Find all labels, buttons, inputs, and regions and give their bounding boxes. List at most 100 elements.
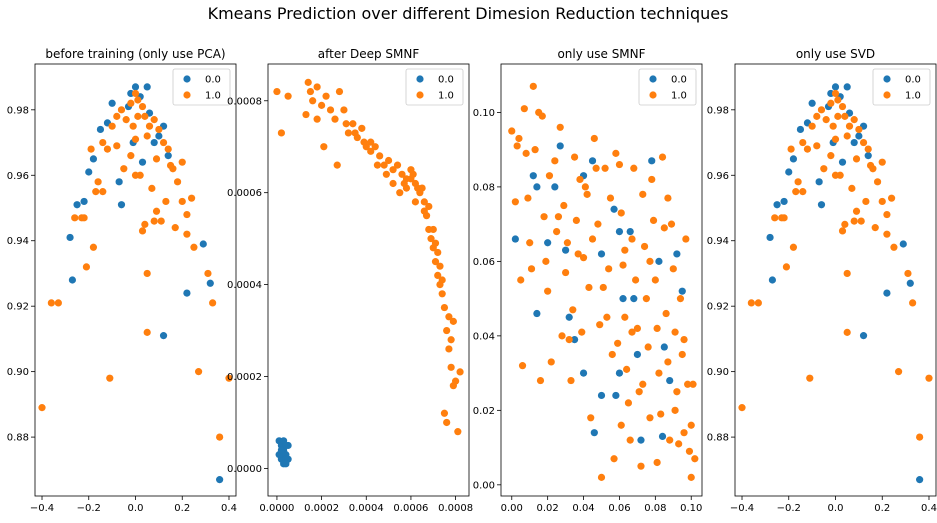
data-point: [675, 440, 683, 448]
data-point: [808, 99, 816, 107]
data-point: [204, 269, 212, 278]
series-svd-0.0: [766, 83, 924, 484]
x-tick-label: 0.0008: [438, 503, 473, 514]
data-point: [660, 224, 668, 232]
data-point: [190, 243, 198, 251]
data-point: [113, 142, 121, 150]
data-point: [843, 83, 851, 91]
series-smnf-1.0: [508, 82, 699, 481]
data-point: [122, 116, 130, 124]
data-point: [585, 283, 593, 292]
data-point: [206, 279, 214, 287]
data-point: [342, 120, 350, 128]
legend-marker: [883, 91, 891, 99]
data-point: [536, 376, 545, 385]
data-point: [533, 309, 541, 318]
y-tick-label: 0.0002: [227, 372, 262, 383]
legend-label: 1.0: [671, 91, 687, 102]
data-point: [570, 153, 579, 161]
y-tick-label: 0.06: [473, 257, 495, 268]
data-point: [838, 158, 847, 166]
data-point: [817, 106, 826, 114]
data-point: [143, 328, 151, 336]
data-point: [831, 171, 840, 179]
data-point: [822, 116, 830, 124]
data-point: [579, 369, 588, 377]
data-point: [533, 183, 541, 191]
data-point: [864, 152, 872, 160]
data-point: [596, 321, 604, 329]
data-point: [834, 112, 842, 120]
data-point: [358, 124, 366, 132]
data-point: [183, 230, 191, 238]
data-point: [878, 197, 886, 206]
data-point: [667, 220, 676, 228]
data-point: [138, 102, 147, 111]
data-point: [859, 332, 868, 340]
data-point: [529, 82, 537, 90]
series-svd-1.0: [738, 89, 933, 441]
y-tick-label: 0.00: [473, 480, 495, 491]
data-point: [178, 197, 186, 206]
data-point: [349, 120, 357, 128]
data-point: [529, 172, 537, 180]
data-point: [843, 132, 851, 140]
data-point: [754, 299, 762, 307]
data-point: [780, 214, 788, 222]
data-point: [623, 365, 631, 373]
data-point: [164, 152, 172, 160]
data-point: [393, 161, 402, 169]
data-point: [120, 165, 128, 173]
data-point: [817, 201, 826, 209]
data-point: [320, 143, 328, 151]
data-point: [344, 129, 352, 137]
data-point: [789, 243, 798, 251]
data-point: [389, 179, 397, 188]
data-point: [513, 142, 521, 150]
legend-marker: [649, 91, 657, 99]
x-tick-label: 0.0006: [393, 503, 428, 514]
data-point: [615, 160, 624, 169]
data-point: [440, 303, 449, 312]
data-point: [827, 152, 835, 160]
data-point: [117, 106, 126, 114]
data-point: [187, 194, 196, 202]
data-point: [883, 210, 891, 219]
y-tick-label: 0.0004: [227, 280, 262, 291]
data-point: [376, 152, 384, 160]
data-point: [150, 116, 158, 124]
data-point: [99, 188, 107, 196]
data-point: [508, 127, 516, 135]
data-point: [890, 243, 898, 251]
data-point: [80, 214, 88, 222]
data-point: [183, 289, 191, 297]
data-point: [447, 336, 455, 344]
data-point: [538, 112, 546, 120]
data-point: [831, 83, 840, 91]
data-point: [420, 198, 428, 206]
data-point: [617, 421, 625, 429]
data-point: [527, 265, 536, 273]
data-point: [606, 194, 615, 202]
data-point: [99, 138, 107, 147]
data-point: [326, 106, 335, 114]
data-point: [773, 201, 781, 209]
data-point: [141, 220, 149, 228]
data-point: [145, 122, 154, 130]
data-point: [449, 317, 457, 325]
data-point: [304, 78, 312, 86]
data-point: [553, 227, 561, 236]
data-point: [87, 145, 95, 153]
data-point: [845, 122, 854, 130]
y-tick-label: 0.92: [7, 302, 29, 313]
y-tick-label: 0.08: [473, 182, 495, 193]
data-point: [838, 227, 847, 235]
data-point: [626, 436, 634, 444]
legend-svd: 0.01.0: [872, 68, 931, 106]
data-point: [150, 217, 158, 225]
x-tick-label: 0.10: [680, 503, 702, 514]
data-point: [904, 269, 912, 278]
data-point: [333, 161, 341, 169]
data-point: [579, 254, 588, 262]
data-point: [782, 263, 791, 271]
